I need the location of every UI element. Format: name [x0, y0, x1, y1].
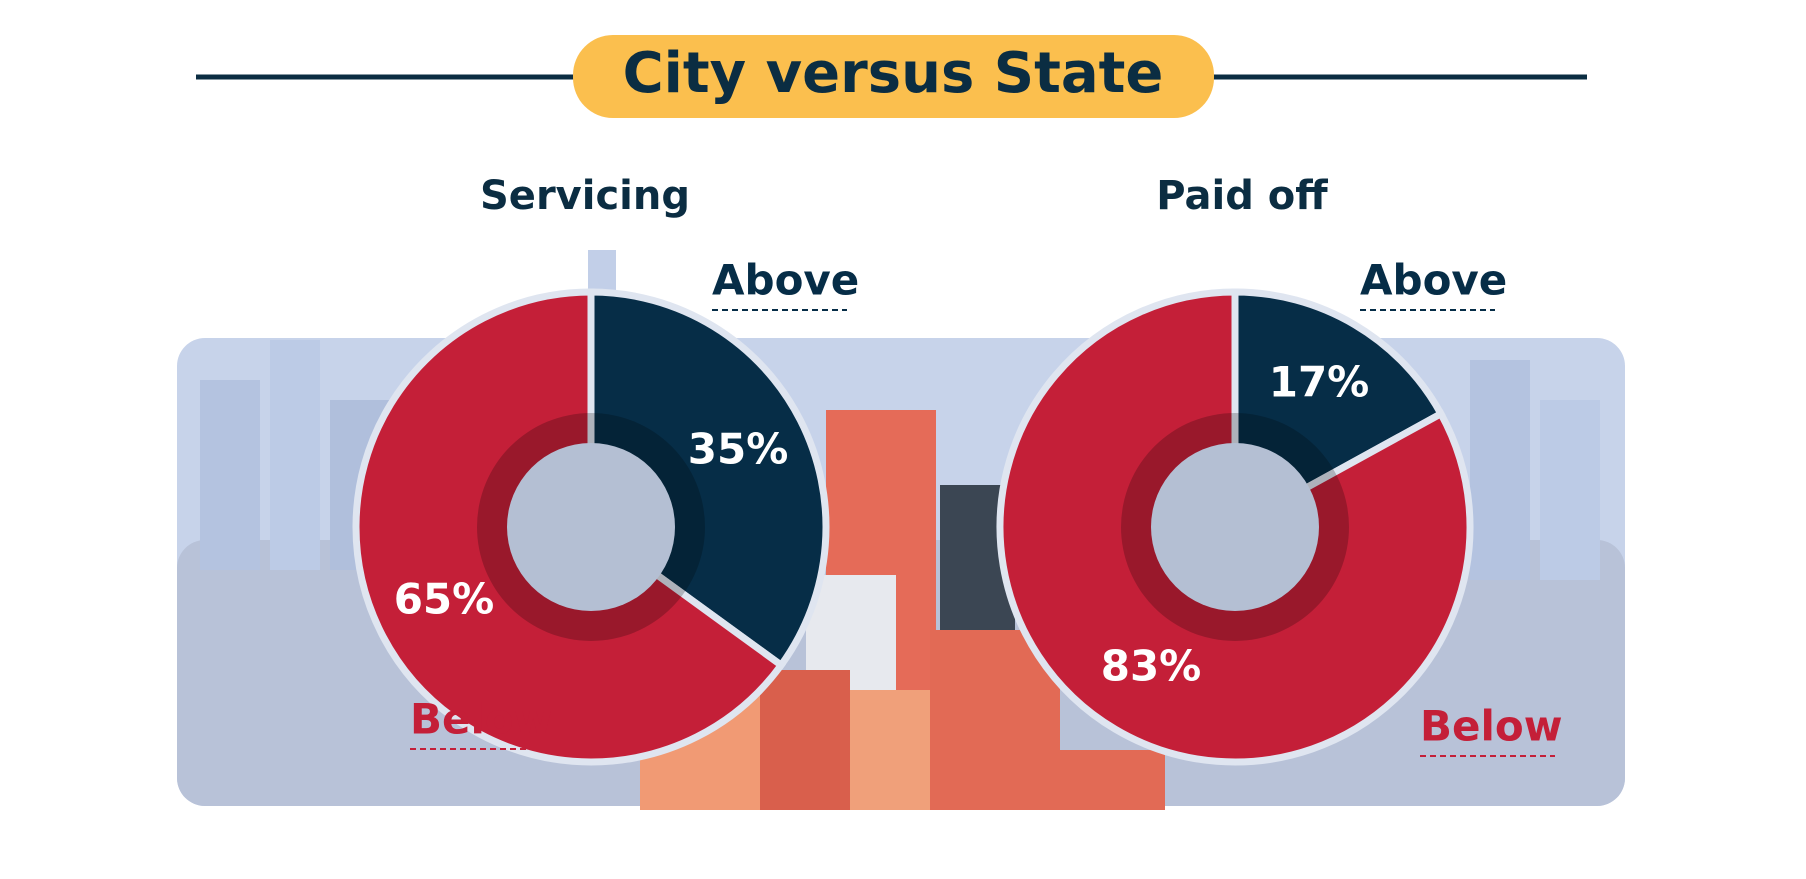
value-label: 17%	[1269, 357, 1370, 406]
pie-slice	[587, 288, 830, 671]
legend-label: Above	[1360, 256, 1507, 305]
chart-title: Servicing	[480, 173, 690, 219]
title: City versus State	[623, 41, 1164, 106]
value-label: 83%	[1101, 642, 1202, 691]
title-pill	[573, 35, 1214, 118]
value-label: 65%	[394, 574, 495, 623]
chart-title: Paid off	[1156, 173, 1328, 219]
value-label: 35%	[688, 425, 789, 474]
legend-label: Below	[1420, 702, 1563, 751]
legend-label: Above	[712, 256, 859, 305]
donut-hole	[507, 443, 675, 611]
donut-hole	[1151, 443, 1319, 611]
legend-label: Below	[410, 695, 553, 744]
